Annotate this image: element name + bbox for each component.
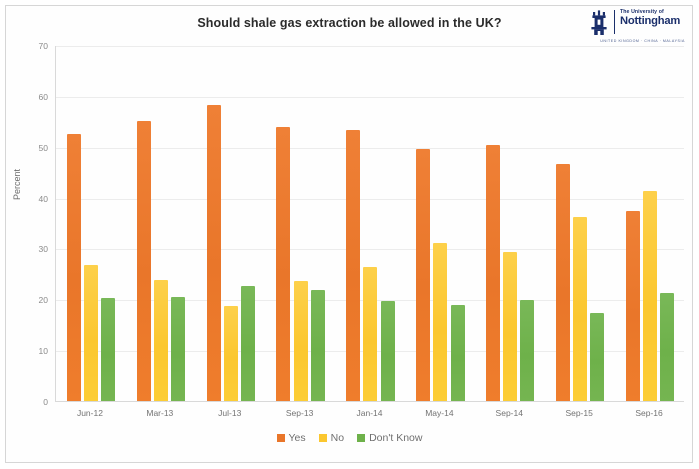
bar-no-jul-13	[223, 305, 238, 401]
legend-item-don-t-know[interactable]: Don't Know	[357, 432, 422, 444]
bar-yes-jun-12	[66, 134, 81, 401]
bar-group	[56, 46, 126, 401]
x-tick-label: Sep-14	[495, 408, 523, 418]
bar-don-t-know-may-14	[450, 304, 465, 401]
y-tick-label: 0	[43, 397, 48, 407]
logo-line-2: Nottingham	[620, 15, 681, 28]
bar-group	[266, 46, 336, 401]
logo-wordmark: The University of Nottingham	[620, 9, 681, 28]
bar-don-t-know-jul-13	[240, 286, 255, 401]
x-tick-label: May-14	[425, 408, 454, 418]
legend-swatch	[276, 434, 285, 442]
bar-don-t-know-sep-14	[520, 299, 535, 401]
bar-group	[126, 46, 196, 401]
logo-line-1: The University of	[620, 9, 664, 15]
bar-no-sep-13	[293, 280, 308, 401]
chart-title: Should shale gas extraction be allowed i…	[197, 16, 502, 30]
x-tick-label: Sep-15	[565, 408, 593, 418]
bar-no-sep-14	[503, 252, 518, 401]
bar-yes-sep-16	[625, 210, 640, 401]
gridline	[56, 198, 684, 200]
bar-don-t-know-jan-14	[380, 300, 395, 401]
bar-yes-mar-13	[136, 121, 151, 401]
legend-label: Don't Know	[369, 432, 423, 444]
bar-no-mar-13	[153, 279, 168, 401]
y-tick-label: 40	[38, 193, 48, 204]
bar-yes-jan-14	[346, 130, 361, 401]
x-tick-label: Jan-14	[356, 408, 383, 418]
y-tick-label: 30	[38, 244, 48, 255]
bar-yes-sep-15	[555, 164, 570, 401]
legend-label: Yes	[288, 432, 306, 444]
x-tick-label: Sep-16	[635, 408, 663, 418]
gridline	[56, 96, 684, 98]
y-tick-label: 10	[38, 346, 48, 357]
x-tick-label: Jul-13	[218, 408, 242, 418]
bar-no-may-14	[433, 243, 448, 401]
bar-no-sep-15	[573, 217, 588, 401]
bar-yes-sep-14	[486, 145, 501, 401]
chart-legend: Yes No Don't Know	[0, 432, 699, 444]
bar-yes-sep-13	[276, 126, 291, 401]
castle-tower-icon	[591, 10, 607, 35]
gridline	[56, 249, 684, 251]
bar-don-t-know-sep-15	[590, 312, 605, 401]
x-tick-label: Jun-12	[76, 408, 103, 418]
y-axis-label: Percent	[12, 168, 22, 200]
legend-swatch	[318, 434, 327, 442]
bar-group	[475, 46, 545, 401]
legend-swatch	[357, 434, 366, 442]
x-tick-label: Mar-13	[146, 408, 174, 418]
bar-group	[405, 46, 475, 401]
plot-area	[55, 46, 684, 402]
legend-item-yes[interactable]: Yes	[276, 432, 306, 444]
x-tick-label: Sep-13	[285, 408, 314, 418]
legend-label: No	[330, 432, 345, 444]
bar-don-t-know-sep-16	[660, 293, 675, 401]
bar-group	[196, 46, 266, 401]
logo-divider	[614, 10, 615, 34]
bar-don-t-know-jun-12	[101, 298, 116, 401]
bar-don-t-know-mar-13	[171, 296, 185, 401]
bar-group	[336, 46, 406, 401]
y-tick-label: 50	[38, 142, 48, 153]
y-tick-label: 20	[38, 295, 48, 306]
gridline	[56, 147, 684, 149]
bar-yes-jul-13	[206, 104, 221, 401]
bar-group	[615, 46, 685, 401]
bar-no-jan-14	[363, 267, 378, 401]
bar-no-sep-16	[643, 190, 658, 401]
y-tick-label: 70	[38, 41, 48, 51]
bar-no-jun-12	[83, 265, 98, 401]
bar-yes-may-14	[416, 148, 431, 401]
legend-item-no[interactable]: No	[318, 432, 345, 444]
gridline	[56, 46, 684, 47]
logo-subtitle: UNITED KINGDOM · CHINA · MALAYSIA	[600, 39, 685, 43]
bar-group	[545, 46, 615, 401]
bar-don-t-know-sep-13	[310, 290, 325, 401]
y-tick-label: 60	[38, 91, 48, 102]
university-logo: The University of Nottingham	[589, 9, 685, 44]
